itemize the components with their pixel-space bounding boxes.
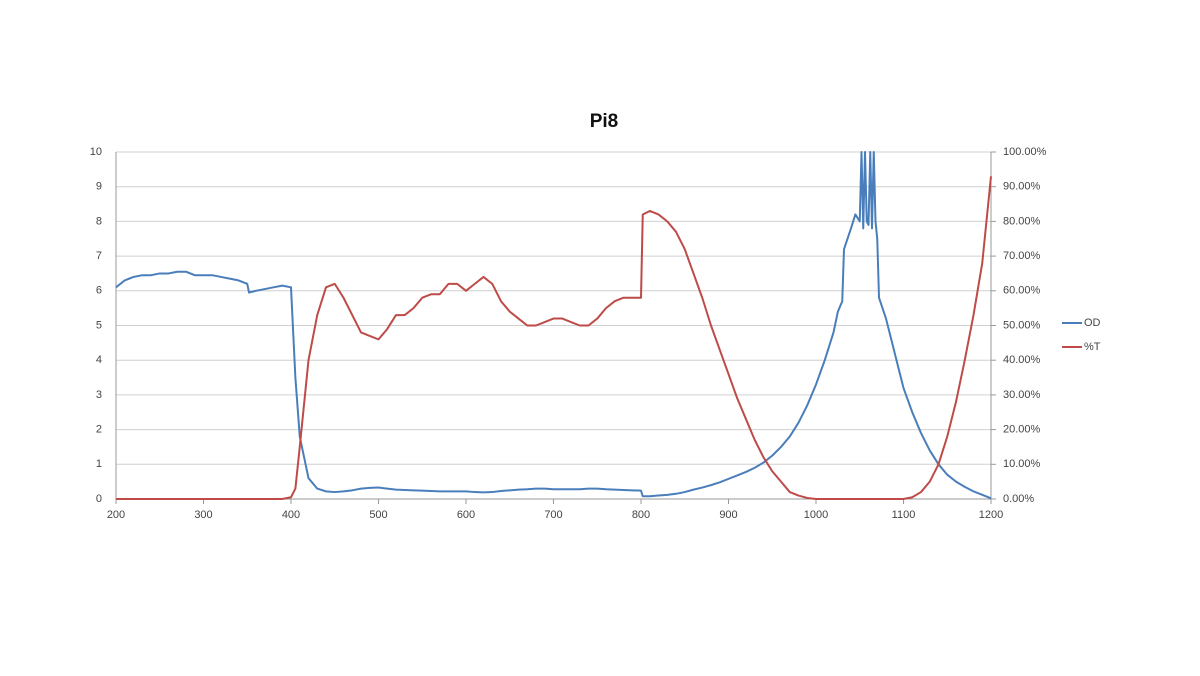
y-tick-label: 5 — [96, 319, 102, 331]
y2-tick-label: 60.00% — [1003, 285, 1041, 297]
y-tick-label: 10 — [90, 146, 102, 158]
x-tick-label: 900 — [719, 509, 737, 521]
y2-tick-label: 50.00% — [1003, 319, 1041, 331]
y2-tick-label: 10.00% — [1003, 458, 1041, 470]
x-tick-label: 700 — [544, 509, 562, 521]
y2-tick-label: 30.00% — [1003, 389, 1041, 401]
y2-tick-label: 70.00% — [1003, 250, 1041, 262]
series-line — [116, 176, 992, 500]
x-tick-label: 500 — [369, 509, 387, 521]
y-tick-label: 3 — [96, 389, 102, 401]
x-tick-label: 1000 — [804, 509, 828, 521]
legend-label: %T — [1084, 341, 1101, 353]
chart-title: Pi8 — [590, 111, 619, 132]
y2-tick-label: 0.00% — [1003, 493, 1034, 505]
y-tick-label: 2 — [96, 424, 102, 436]
x-tick-label: 1100 — [892, 509, 916, 521]
x-tick-label: 800 — [632, 509, 650, 521]
series-line — [115, 151, 992, 500]
y-tick-label: 9 — [96, 181, 102, 193]
x-tick-label: 1200 — [979, 509, 1003, 521]
y2-tick-label: 80.00% — [1003, 215, 1041, 227]
y-tick-label: 1 — [96, 458, 102, 470]
x-tick-label: 300 — [194, 509, 212, 521]
y2-tick-label: 40.00% — [1003, 354, 1041, 366]
x-tick-label: 200 — [107, 509, 125, 521]
y-tick-label: 8 — [96, 215, 102, 227]
x-tick-label: 400 — [282, 509, 300, 521]
y-tick-label: 6 — [96, 285, 102, 297]
legend-label: OD — [1084, 317, 1101, 329]
y2-tick-label: 100.00% — [1003, 146, 1047, 158]
y-tick-label: 4 — [96, 354, 102, 366]
y2-tick-label: 20.00% — [1003, 424, 1041, 436]
x-tick-label: 600 — [457, 509, 475, 521]
y-tick-label: 0 — [96, 493, 102, 505]
y-tick-label: 7 — [96, 250, 102, 262]
y2-tick-label: 90.00% — [1003, 181, 1041, 193]
